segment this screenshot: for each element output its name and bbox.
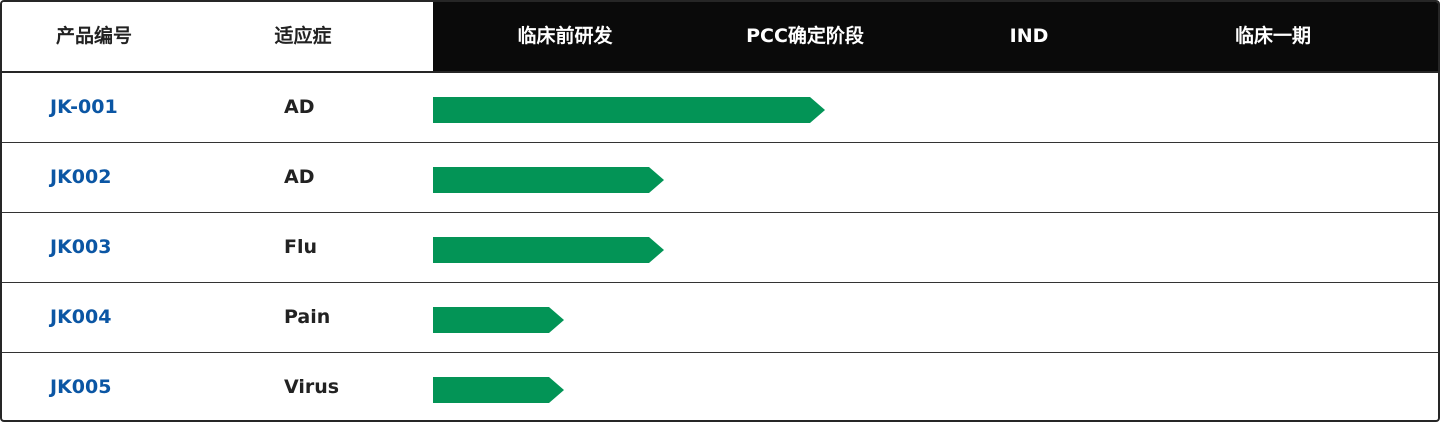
table-row: JK003 Flu bbox=[2, 213, 1438, 283]
progress-bar bbox=[433, 307, 564, 333]
product-code[interactable]: JK-001 bbox=[50, 96, 118, 118]
product-code[interactable]: JK003 bbox=[50, 236, 112, 258]
indication: Virus bbox=[284, 376, 340, 398]
header-stage-phase1: 临床一期 bbox=[1234, 25, 1312, 47]
indication: AD bbox=[284, 166, 315, 188]
table-row: JK-001 AD bbox=[2, 73, 1438, 143]
header-stage-pcc: PCC确定阶段 bbox=[746, 25, 864, 47]
indication: Pain bbox=[284, 306, 331, 328]
table-row: JK004 Pain bbox=[2, 283, 1438, 353]
table-header: 产品编号 适应症 临床前研发 PCC确定阶段 IND 临床一期 bbox=[2, 2, 1438, 73]
progress-bar bbox=[433, 167, 664, 193]
product-code[interactable]: JK005 bbox=[50, 376, 112, 398]
product-code[interactable]: JK004 bbox=[50, 306, 112, 328]
indication: Flu bbox=[284, 236, 318, 258]
table-row: JK005 Virus bbox=[2, 353, 1438, 422]
header-stage-preclinical: 临床前研发 bbox=[517, 25, 613, 47]
progress-bar bbox=[433, 237, 664, 263]
progress-bar bbox=[433, 377, 564, 403]
header-stage-ind: IND bbox=[1009, 25, 1049, 47]
header-indication: 适应症 bbox=[274, 25, 332, 47]
table-row: JK002 AD bbox=[2, 143, 1438, 213]
progress-bar bbox=[433, 97, 825, 123]
indication: AD bbox=[284, 96, 315, 118]
product-code[interactable]: JK002 bbox=[50, 166, 112, 188]
header-product-code: 产品编号 bbox=[55, 25, 133, 47]
